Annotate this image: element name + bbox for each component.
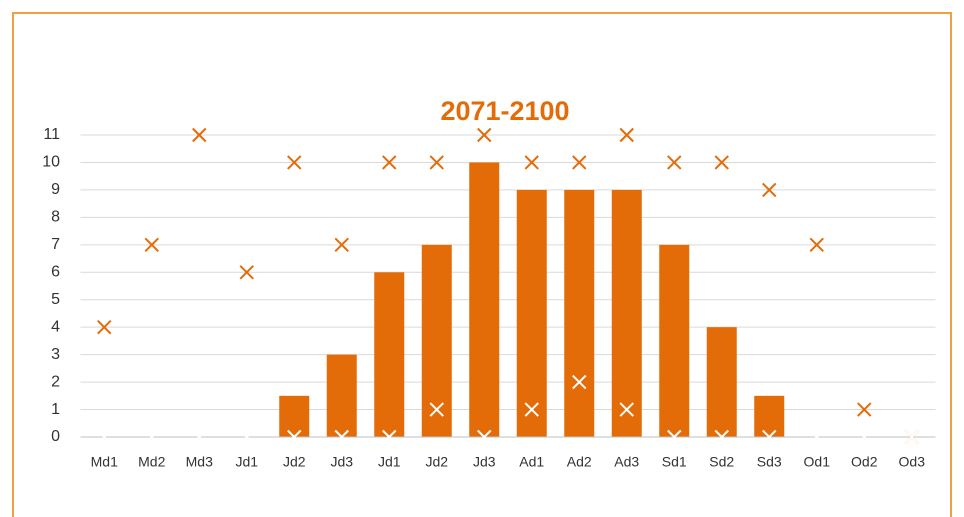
y-tick-label: 3 [51,346,60,363]
x-marker [667,155,682,170]
x-tick-label: Md2 [138,454,165,470]
x-tick-label: Jd1 [378,454,401,470]
x-marker [857,429,872,445]
y-tick-label: 11 [43,126,60,143]
x-marker [714,155,729,170]
x-marker [714,429,729,445]
y-tick-label: 4 [51,318,60,335]
bar [564,189,595,437]
x-tick-label: Sd2 [709,454,734,470]
y-tick-label: 5 [51,291,60,308]
x-marker [477,429,492,445]
x-tick-label: Md1 [91,454,118,470]
x-marker [334,237,349,253]
x-tick-label: Ad1 [519,454,544,470]
x-marker [429,155,444,170]
y-tick-label: 1 [51,401,60,418]
x-marker [524,402,539,417]
x-marker [287,429,302,445]
x-marker [904,429,919,445]
bar [659,244,690,437]
x-tick-label: Jd3 [330,454,353,470]
bar [279,395,310,437]
x-marker [667,429,682,445]
x-tick-label: Od1 [804,454,831,470]
frame [12,12,952,517]
x-marker [572,374,587,390]
y-tick-label: 6 [51,263,60,280]
x-marker [809,429,824,445]
bar [611,189,642,437]
x-tick-label: Jd2 [283,454,306,470]
x-tick-label: Ad2 [567,454,592,470]
x-marker [809,237,824,253]
x-marker [572,155,587,170]
x-marker [287,155,302,170]
x-marker [382,429,397,445]
y-tick-label: 0 [51,428,60,445]
y-tick-label: 7 [51,236,60,253]
x-tick-label: Sd1 [662,454,687,470]
x-marker [97,429,112,445]
bar [516,189,547,437]
bar [374,272,405,437]
x-tick-label: Od2 [851,454,878,470]
chart-title: 2071-2100 [440,96,569,126]
x-marker [857,402,872,417]
x-marker [762,429,777,445]
x-marker [144,429,159,445]
x-marker [382,155,397,170]
x-marker [144,237,159,253]
x-tick-label: Md3 [186,454,213,470]
bar [706,327,737,437]
x-tick-label: Ad3 [614,454,639,470]
x-tick-label: Jd1 [235,454,258,470]
x-tick-label: Jd3 [473,454,496,470]
y-tick-label: 10 [42,154,60,171]
x-marker [477,127,492,143]
y-tick-label: 9 [51,181,60,198]
x-marker [762,182,777,198]
x-marker [192,429,207,445]
x-marker [239,429,254,445]
x-marker [524,155,539,170]
x-marker [97,319,112,335]
x-marker [334,429,349,445]
x-tick-label: Sd3 [757,454,782,470]
bar [421,244,452,437]
x-marker [239,265,254,280]
bar [326,354,357,437]
x-marker [619,402,634,417]
x-tick-label: Od3 [899,454,926,470]
y-tick-label: 2 [51,373,60,390]
x-tick-label: Jd2 [425,454,448,470]
x-marker [429,402,444,417]
x-marker [192,127,207,143]
y-tick-label: 8 [51,209,60,226]
bar [754,395,785,437]
x-marker [619,127,634,143]
bar [469,162,500,438]
